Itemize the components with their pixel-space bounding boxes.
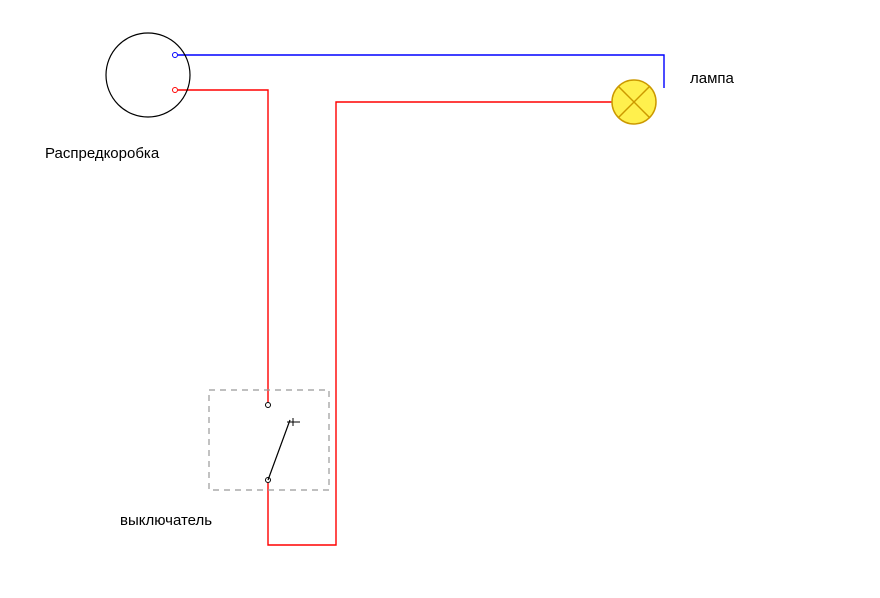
junction-box-icon xyxy=(106,33,190,117)
wire-blue xyxy=(178,55,664,88)
switch-contact-arm xyxy=(268,420,290,480)
switch-terminal-top xyxy=(266,403,271,408)
junction-box-label: Распредкоробка xyxy=(45,145,159,162)
switch-label: выключатель xyxy=(120,512,212,529)
wiring-diagram xyxy=(0,0,880,598)
switch-box-icon xyxy=(209,390,329,490)
wire-red-return xyxy=(268,102,612,545)
wire-red-top xyxy=(178,90,268,402)
junction-terminal-bottom xyxy=(173,88,178,93)
junction-terminal-top xyxy=(173,53,178,58)
lamp-label: лампа xyxy=(690,70,734,87)
